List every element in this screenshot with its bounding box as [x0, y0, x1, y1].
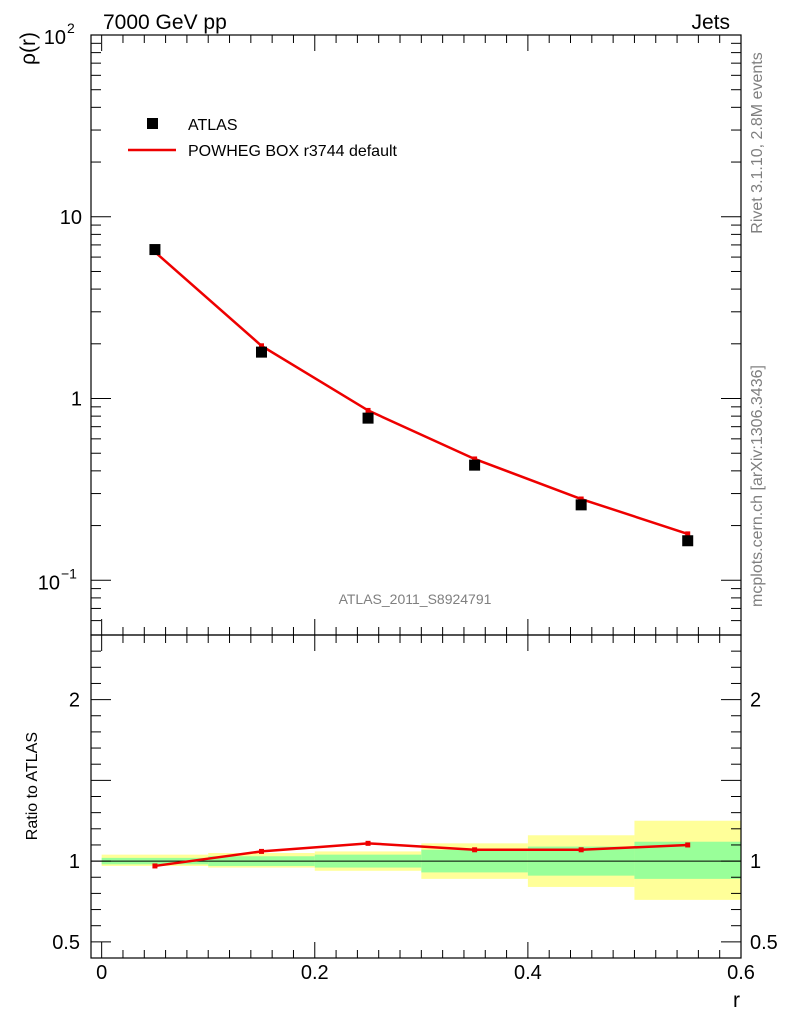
atlas-point: [255, 346, 267, 358]
ratio-y-tick-label: 2: [69, 690, 80, 712]
x-tick-label: 0.4: [514, 962, 542, 984]
ratio-powheg-point: [472, 847, 478, 853]
ratio-y-tick-label-right: 2: [750, 690, 761, 712]
powheg-point: [365, 407, 371, 413]
legend-label-powheg: POWHEG BOX r3744 default: [188, 143, 398, 160]
ratio-y-tick-label-right: 1: [750, 851, 761, 873]
main-y-tick-label: 10: [38, 572, 60, 594]
main-y-tick-label: 10: [44, 27, 66, 49]
ratio-plot-frame: [90, 634, 742, 959]
powheg-point: [578, 496, 584, 502]
x-tick-label: 0.2: [301, 962, 329, 984]
atlas-point: [575, 499, 587, 511]
main-y-tick-exponent: −1: [61, 565, 77, 581]
ratio-powheg-point: [258, 848, 264, 854]
main-y-tick-exponent: 2: [67, 20, 75, 36]
atlas-point: [682, 535, 694, 547]
x-axis-label: r: [733, 989, 740, 1012]
ratio-y-tick-label: 1: [69, 851, 80, 873]
atlas-point: [362, 412, 374, 424]
ratio-powheg-point: [685, 842, 691, 848]
main-ylabel: ρ(r): [17, 32, 40, 65]
legend-label-atlas: ATLAS: [188, 117, 238, 134]
ratio-powheg-point: [578, 847, 584, 853]
atlas-point: [149, 244, 161, 256]
analysis-watermark: ATLAS_2011_S8924791: [339, 591, 492, 607]
x-tick-label: 0.6: [727, 962, 755, 984]
powheg-point: [685, 531, 691, 537]
side-label-rivet: Rivet 3.1.10, 2.8M events: [749, 52, 766, 233]
powheg-line: [154, 251, 689, 536]
atlas-point: [469, 459, 481, 471]
x-tick-label: 0: [96, 962, 107, 984]
ratio-band-inner: [634, 841, 741, 879]
main-y-tick-label: 10: [60, 207, 82, 229]
ratio-y-tick-label: 0.5: [52, 932, 80, 954]
main-y-tick-label: 1: [71, 389, 82, 411]
legend-marker-atlas: [147, 118, 158, 129]
header-right: Jets: [691, 11, 730, 34]
ratio-ylabel: Ratio to ATLAS: [24, 732, 41, 840]
powheg-point: [472, 456, 478, 462]
header-left: 7000 GeV pp: [103, 11, 227, 34]
side-label-mcplots: mcplots.cern.ch [arXiv:1306.3436]: [749, 365, 766, 607]
ratio-powheg-line: [154, 842, 688, 868]
ratio-powheg-point: [152, 863, 158, 869]
ratio-powheg-point: [365, 840, 371, 846]
ratio-y-tick-label-right: 0.5: [750, 932, 778, 954]
powheg-point: [258, 343, 264, 349]
